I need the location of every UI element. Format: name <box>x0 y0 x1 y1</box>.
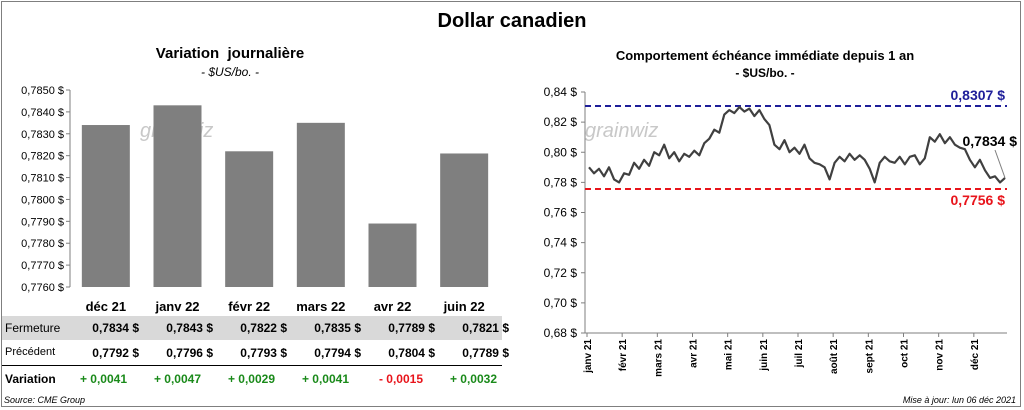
y-tick-label: 0,7810 $ <box>21 173 64 185</box>
update-note: Mise à jour: lun 06 déc 2021 <box>902 395 1016 405</box>
variation-cell: - 0,0015 <box>378 372 423 386</box>
x-tick-label: août 21 <box>829 339 840 374</box>
x-tick-label: déc 21 <box>86 299 126 314</box>
x-tick-label: avr 22 <box>374 299 412 314</box>
x-tick-label: févr 21 <box>618 339 629 372</box>
y-tick-label: 0,7760 $ <box>21 282 64 294</box>
row-fermeture: Fermeture 0,7834 $ 0,7843 $ 0,7822 $ 0,7… <box>2 316 509 340</box>
x-tick-label: sept 21 <box>864 339 875 374</box>
bar <box>296 122 345 287</box>
row-precedent: Précédent 0,7792 $ 0,7796 $ 0,7793 $ 0,7… <box>2 341 509 365</box>
variation-cell: + 0,0041 <box>301 372 349 386</box>
y-tick-label: 0,84 $ <box>544 85 578 99</box>
bar <box>153 105 202 287</box>
precedent-cell: 0,7793 $ <box>240 346 287 360</box>
fermeture-cell: 0,7834 $ <box>92 321 139 335</box>
y-tick-label: 0,7820 $ <box>21 151 64 163</box>
row-label-precedent: Précédent <box>5 346 56 358</box>
x-tick-label: juin 21 <box>759 339 770 372</box>
x-tick-label: juil 21 <box>794 339 805 369</box>
x-tick-label: janv 21 <box>583 339 594 374</box>
precedent-cell: 0,7789 $ <box>462 346 509 360</box>
precedent-cell: 0,7804 $ <box>388 346 435 360</box>
left-chart-subtitle: - $US/bo. - <box>200 65 260 79</box>
x-tick-label: déc 21 <box>970 339 981 371</box>
x-tick-label: avr 21 <box>689 339 700 368</box>
precedent-cell: 0,7794 $ <box>314 346 361 360</box>
y-tick-label: 0,7780 $ <box>21 238 64 250</box>
x-tick-label: oct 21 <box>900 339 911 368</box>
row-label-variation: Variation <box>5 372 56 386</box>
x-tick-label: mars 21 <box>653 339 664 377</box>
right-chart-title: Comportement échéance immédiate depuis 1… <box>615 48 915 63</box>
fermeture-cell: 0,7821 $ <box>462 321 509 335</box>
y-tick-label: 0,70 $ <box>544 296 578 310</box>
y-tick-label: 0,7790 $ <box>21 216 64 228</box>
main-title: Dollar canadien <box>437 10 587 32</box>
y-tick-label: 0,7800 $ <box>21 194 64 206</box>
x-tick-label: mars 22 <box>296 299 345 314</box>
y-tick-label: 0,76 $ <box>544 206 578 220</box>
variation-cell: + 0,0029 <box>227 372 275 386</box>
reference-label: 0,8307 $ <box>951 87 1006 103</box>
table-divider <box>2 365 502 366</box>
x-tick-label: nov 21 <box>935 339 946 371</box>
fermeture-cell: 0,7789 $ <box>388 321 435 335</box>
fermeture-cell: 0,7843 $ <box>166 321 213 335</box>
fermeture-cell: 0,7822 $ <box>240 321 287 335</box>
y-tick-label: 0,7770 $ <box>21 260 64 272</box>
precedent-cell: 0,7792 $ <box>92 346 139 360</box>
y-tick-label: 0,7850 $ <box>21 85 64 97</box>
variation-cell: + 0,0041 <box>79 372 127 386</box>
y-tick-label: 0,7830 $ <box>21 129 64 141</box>
watermark: grainwiz <box>585 120 658 142</box>
x-tick-label: mai 21 <box>724 339 735 371</box>
x-tick-label: janv 22 <box>154 299 199 314</box>
y-tick-label: 0,74 $ <box>544 236 578 250</box>
bar <box>440 153 489 287</box>
y-tick-label: 0,72 $ <box>544 266 578 280</box>
variation-cell: + 0,0047 <box>153 372 201 386</box>
x-tick-label: juin 22 <box>443 299 485 314</box>
bar <box>225 151 274 287</box>
right-chart-subtitle: - $US/bo. - <box>735 66 795 80</box>
bar <box>81 125 130 288</box>
x-tick-label: févr 22 <box>228 299 270 314</box>
y-tick-label: 0,78 $ <box>544 175 578 189</box>
source-note: Source: CME Group <box>4 395 86 405</box>
last-value-label: 0,7834 $ <box>963 133 1018 149</box>
y-tick-label: 0,82 $ <box>544 115 578 129</box>
reference-label: 0,7756 $ <box>951 192 1006 208</box>
line-chart: grainwiz 0,68 $ 0,70 $ 0,72 $ 0,74 $ 0,76 $ 0,… <box>544 85 1018 377</box>
y-tick-label: 0,7840 $ <box>21 107 64 119</box>
precedent-cell: 0,7796 $ <box>166 346 213 360</box>
left-chart-title: Variation journalière <box>155 45 305 62</box>
fermeture-cell: 0,7835 $ <box>314 321 361 335</box>
y-tick-label: 0,80 $ <box>544 145 578 159</box>
series-line <box>588 105 1006 184</box>
last-value-leader <box>994 149 1006 179</box>
bar <box>368 223 417 287</box>
row-variation: Variation + 0,0041 + 0,0047 + 0,0029 + 0… <box>2 367 502 391</box>
row-label-fermeture: Fermeture <box>5 321 61 335</box>
y-tick-label: 0,68 $ <box>544 326 578 340</box>
variation-cell: + 0,0032 <box>449 372 497 386</box>
